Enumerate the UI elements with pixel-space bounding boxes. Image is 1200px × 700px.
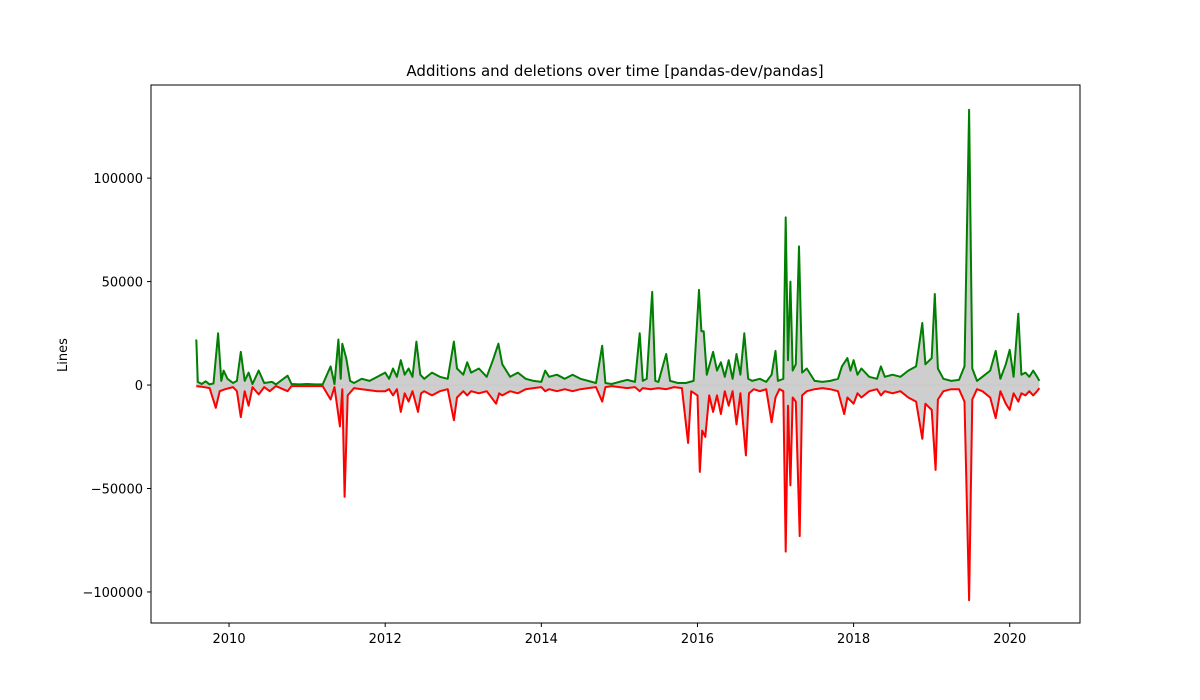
x-tick-label: 2012 <box>369 632 402 647</box>
y-axis: −100000 −50000 0 50000 100000 <box>82 172 151 601</box>
x-tick-label: 2020 <box>993 632 1026 647</box>
plot-area <box>195 108 1041 602</box>
additions-fill-area <box>196 109 1040 386</box>
y-tick-label: −50000 <box>91 483 143 498</box>
deletions-fill-area <box>196 385 1040 601</box>
additions-line <box>195 108 1041 386</box>
x-tick-label: 2010 <box>213 632 246 647</box>
y-tick-label: 50000 <box>102 276 143 291</box>
y-tick-label: 100000 <box>93 172 143 187</box>
plot-frame <box>150 84 1081 624</box>
x-axis: 2010 2012 2014 2016 2018 2020 <box>213 623 1026 647</box>
deletions-line <box>196 385 1041 602</box>
x-tick-label: 2016 <box>681 632 714 647</box>
y-tick-label: −100000 <box>82 586 143 601</box>
x-tick-label: 2018 <box>837 632 870 647</box>
y-tick-label: 0 <box>135 379 143 394</box>
x-tick-label: 2014 <box>525 632 558 647</box>
chart-title: Additions and deletions over time [panda… <box>406 62 823 80</box>
y-axis-label: Lines <box>56 338 71 372</box>
